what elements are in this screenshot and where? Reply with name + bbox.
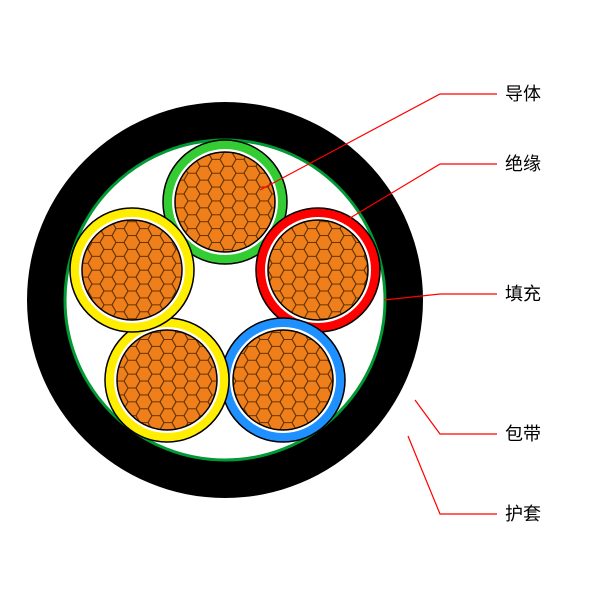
core-left [70, 208, 194, 332]
label-conductor: 导体 [505, 84, 541, 104]
core-right [256, 208, 380, 332]
label-insulation: 绝缘 [505, 154, 541, 174]
core-br [221, 318, 345, 442]
core-bl [105, 318, 229, 442]
label-tape: 包带 [505, 424, 541, 444]
label-filler: 填充 [505, 284, 541, 304]
label-sheath: 护套 [505, 504, 541, 524]
